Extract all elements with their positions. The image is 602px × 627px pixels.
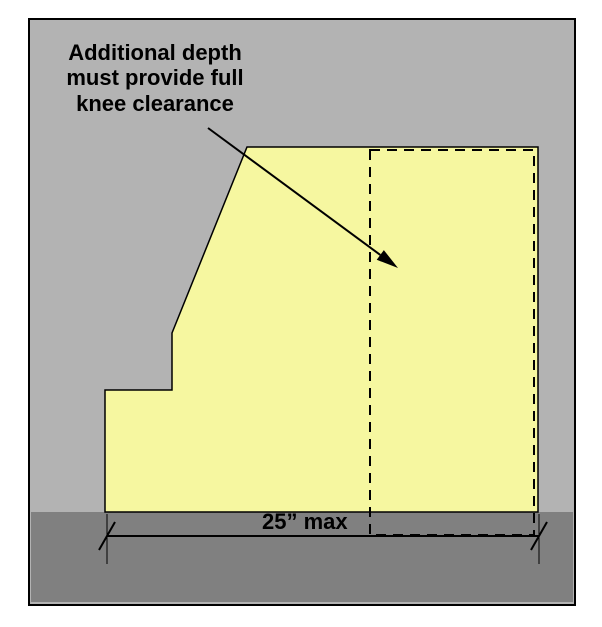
diagram-container: 25” max Additional depthmust provide ful… <box>0 0 602 627</box>
annotation-text: Additional depthmust provide fullknee cl… <box>50 40 260 116</box>
dimension-label: 25” max <box>262 509 348 534</box>
